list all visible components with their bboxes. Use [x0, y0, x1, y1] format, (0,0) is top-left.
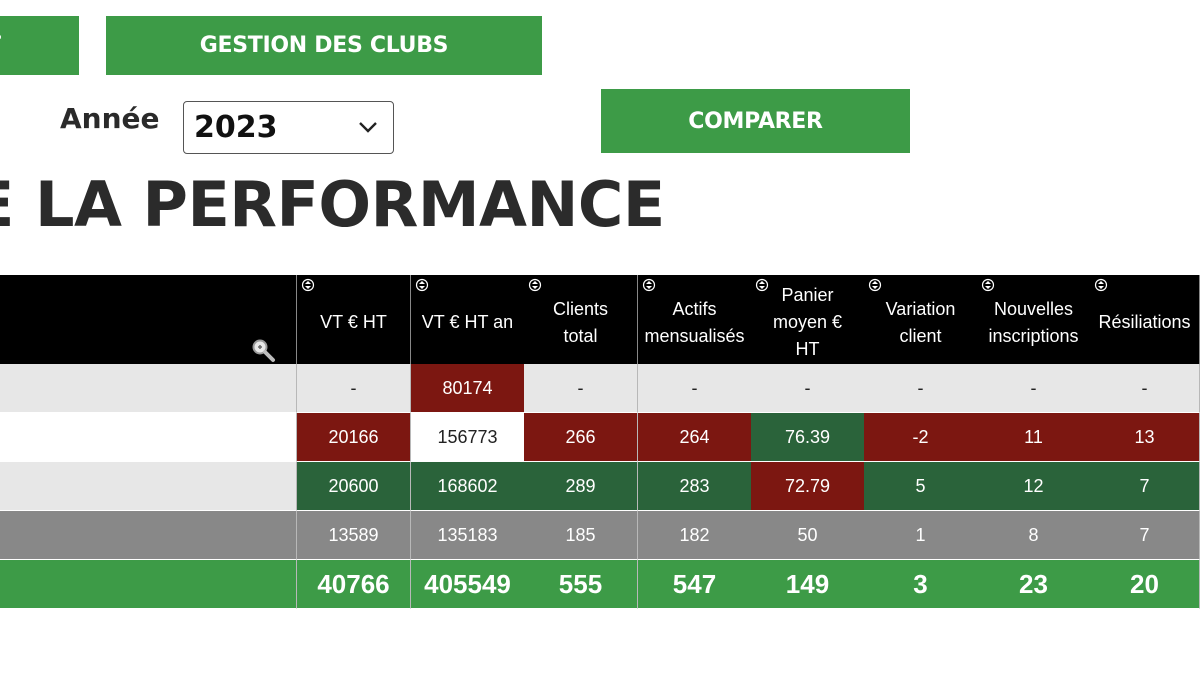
table-cell: 264	[638, 413, 752, 462]
total-cell: 40766	[297, 560, 411, 609]
table-header-cell[interactable]: Variation client	[864, 275, 978, 364]
table-header-cell[interactable]: Résiliations	[1090, 275, 1200, 364]
table-cell: -2	[864, 413, 978, 462]
magnifier-icon[interactable]	[250, 337, 276, 363]
total-cell: 547	[638, 560, 752, 609]
table-row-label-cell	[0, 364, 297, 413]
table-cell: 1	[864, 511, 978, 560]
table-cell: 50	[751, 511, 865, 560]
table-cell: -	[864, 364, 978, 413]
table-header-cell[interactable]: Nouvelles inscriptions	[977, 275, 1091, 364]
page-title: E LA PERFORMANCE	[0, 168, 665, 241]
table-cell: 182	[638, 511, 752, 560]
table-row-label-cell	[0, 462, 297, 511]
table-cell: 72.79	[751, 462, 865, 511]
table-header-label: VT € HT	[320, 312, 387, 332]
table-header-label: Panier moyen € HT	[772, 285, 843, 359]
gestion-des-clubs-button[interactable]: GESTION DES CLUBS	[106, 16, 542, 75]
table-header-cell[interactable]: Clients total	[524, 275, 638, 364]
table-cell: 168602	[411, 462, 525, 511]
table-cell: 76.39	[751, 413, 865, 462]
sort-toggle-icon[interactable]	[301, 278, 315, 292]
sort-toggle-icon[interactable]	[755, 278, 769, 292]
sort-toggle-icon[interactable]	[528, 278, 542, 292]
total-cell: 23	[977, 560, 1091, 609]
table-cell: 20166	[297, 413, 411, 462]
table-header-label-column	[0, 275, 297, 364]
table-header-label: Clients total	[552, 298, 609, 346]
table-header-cell[interactable]: VT € HT	[297, 275, 411, 364]
table-cell: 5	[864, 462, 978, 511]
year-select[interactable]: 2023	[183, 101, 394, 154]
total-cell: 405549	[411, 560, 525, 609]
total-cell: 149	[751, 560, 865, 609]
table-header-label: Actifs mensualisés	[644, 298, 745, 346]
table-cell: -	[751, 364, 865, 413]
year-label: Année	[60, 102, 160, 135]
chevron-down-icon	[359, 122, 377, 133]
table-header-label: Variation client	[885, 298, 956, 346]
sort-toggle-icon[interactable]	[868, 278, 882, 292]
table-cell: 20600	[297, 462, 411, 511]
table-cell: 135183	[411, 511, 525, 560]
table-cell: 12	[977, 462, 1091, 511]
table-row-label-cell	[0, 511, 297, 560]
table-cell: 289	[524, 462, 638, 511]
comparer-label: COMPARER	[688, 108, 823, 134]
table-cell: -	[638, 364, 752, 413]
nav-left-button-label: T	[0, 33, 1, 58]
table-cell: -	[524, 364, 638, 413]
table-cell: 7	[1090, 511, 1200, 560]
table-cell: 13	[1090, 413, 1200, 462]
sort-toggle-icon[interactable]	[415, 278, 429, 292]
table-cell: -	[1090, 364, 1200, 413]
table-cell: -	[977, 364, 1091, 413]
table-cell: 185	[524, 511, 638, 560]
table-header-label: VT € HT an	[421, 312, 514, 332]
total-cell: 3	[864, 560, 978, 609]
table-header-cell[interactable]: VT € HT an	[411, 275, 525, 364]
table-cell: 283	[638, 462, 752, 511]
table-cell: 11	[977, 413, 1091, 462]
gestion-des-clubs-label: GESTION DES CLUBS	[199, 33, 449, 58]
total-row-label-cell	[0, 560, 297, 609]
comparer-button[interactable]: COMPARER	[601, 89, 910, 153]
table-header-cell[interactable]: Panier moyen € HT	[751, 275, 865, 364]
sort-toggle-icon[interactable]	[642, 278, 656, 292]
table-cell: 80174	[411, 364, 525, 413]
table-header-cell[interactable]: Actifs mensualisés	[638, 275, 752, 364]
table-cell: 7	[1090, 462, 1200, 511]
table-row-label-cell	[0, 413, 297, 462]
table-cell: 156773	[411, 413, 525, 462]
sort-toggle-icon[interactable]	[981, 278, 995, 292]
sort-toggle-icon[interactable]	[1094, 278, 1108, 292]
table-cell: 13589	[297, 511, 411, 560]
table-cell: -	[297, 364, 411, 413]
table-header-label: Nouvelles inscriptions	[988, 298, 1079, 346]
nav-left-button[interactable]: T	[0, 16, 79, 75]
year-select-value: 2023	[194, 110, 278, 145]
table-header-label: Résiliations	[1098, 312, 1191, 332]
table-cell: 8	[977, 511, 1091, 560]
total-cell: 555	[524, 560, 638, 609]
table-cell: 266	[524, 413, 638, 462]
total-cell: 20	[1090, 560, 1200, 609]
